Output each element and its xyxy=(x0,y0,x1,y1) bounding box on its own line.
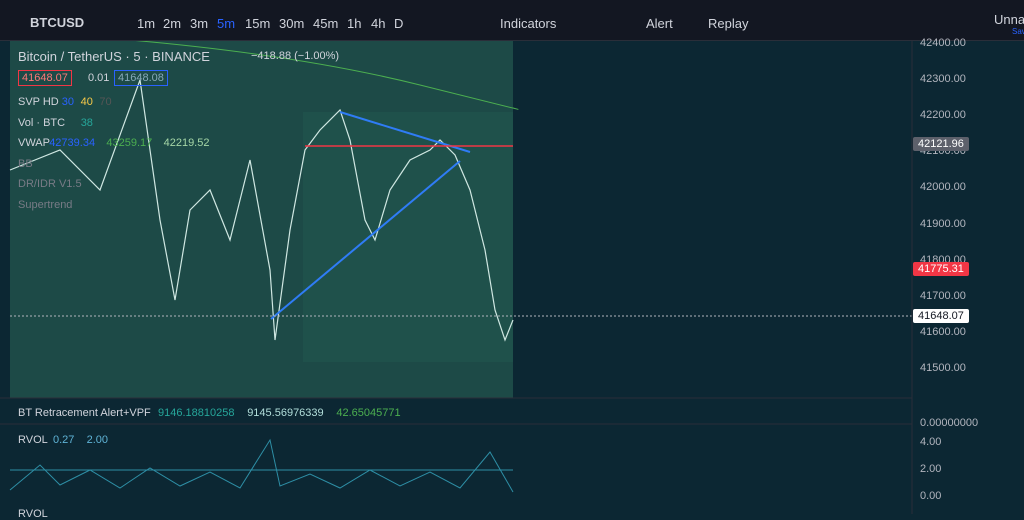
study-value: 30 xyxy=(61,96,75,108)
study-name: DR/IDR V1.5 xyxy=(18,178,82,190)
price-label: 42300.00 xyxy=(920,73,966,86)
study-value: 42219.52 xyxy=(163,137,210,149)
pane2-value: 9145.56976339 xyxy=(247,407,324,419)
timeframe[interactable]: 3m xyxy=(190,16,209,31)
price-series xyxy=(9,79,514,342)
legend-title: Bitcoin / TetherUS · 5 · BINANCE xyxy=(18,49,210,64)
rvol-axis-label: 2.00 xyxy=(920,463,942,475)
price-label: 41600.00 xyxy=(920,325,966,338)
profile-area xyxy=(303,112,513,362)
timeframe[interactable]: D xyxy=(394,16,404,31)
timeframe[interactable]: 2m xyxy=(163,16,182,31)
pane4-name: RVOL xyxy=(18,508,48,520)
pane2-axis: 0.00000000 xyxy=(920,417,979,429)
study-name: VWAP xyxy=(18,137,50,149)
timeframe[interactable]: 1h xyxy=(347,16,362,31)
pane3-value: 2.00 xyxy=(86,434,109,446)
price-label: 42400.00 xyxy=(920,37,966,49)
price-label: 41700.00 xyxy=(920,289,966,302)
pane3-name: RVOL xyxy=(18,434,48,446)
rvol-axis-label: 0.00 xyxy=(920,490,942,502)
indicators-button[interactable]: Indicators xyxy=(500,16,557,31)
timeframe[interactable]: 5m xyxy=(217,16,236,31)
spread: 0.01 xyxy=(88,72,110,84)
bid[interactable]: 41648.07 xyxy=(18,70,72,86)
study-name: Supertrend xyxy=(18,198,73,211)
study-name: Vol · BTC xyxy=(18,116,66,129)
trend-line xyxy=(270,160,461,320)
study-value: 40 xyxy=(80,96,93,108)
pane2-value: 42.65045771 xyxy=(336,407,401,419)
toolbar: BTCUSD 1m 2m 3m 5m 15m 30m 45m 1h 4h D Indicators… xyxy=(0,0,1024,41)
marker-last: 41648.07 xyxy=(913,309,969,323)
rvol-axis-label: 4.00 xyxy=(920,436,942,448)
timeframe[interactable]: 4h xyxy=(371,16,386,31)
study-value: 38 xyxy=(80,116,93,129)
price-label: 42200.00 xyxy=(920,109,966,122)
price-label: 42000.00 xyxy=(920,181,966,194)
study-name: BB xyxy=(18,157,33,170)
study-value: 43259.17 xyxy=(106,137,153,149)
study-value: 70 xyxy=(99,96,112,108)
study-value: 42739.34 xyxy=(49,137,96,149)
price-label: 41500.00 xyxy=(920,361,966,374)
chart-canvas xyxy=(0,40,913,514)
rvol-series xyxy=(9,438,514,493)
pane3-value: 0.27 xyxy=(53,434,75,446)
timeframe[interactable]: 45m xyxy=(313,16,339,31)
save-status: Sav xyxy=(1012,27,1024,36)
price-label: 41900.00 xyxy=(920,217,966,230)
legend-change: −418.88 (−1.00%) xyxy=(251,50,340,62)
study-name: SVP HD xyxy=(18,96,59,108)
symbol[interactable]: BTCUSD xyxy=(30,15,85,30)
timeframe[interactable]: 30m xyxy=(279,16,305,31)
replay-button[interactable]: Replay xyxy=(708,16,749,31)
marker-red: 41775.31 xyxy=(913,262,969,276)
timeframe[interactable]: 15m xyxy=(245,16,271,31)
pane2-value: 9146.18810258 xyxy=(158,407,235,419)
layout-name[interactable]: Unnam xyxy=(994,12,1024,27)
alert-button[interactable]: Alert xyxy=(646,16,673,31)
vwap-band xyxy=(129,40,519,110)
pane2-name: BT Retracement Alert+VPF xyxy=(18,407,151,419)
timeframe[interactable]: 1m xyxy=(137,16,156,31)
marker-high: 42121.96 xyxy=(913,137,969,151)
ask[interactable]: 41648.08 xyxy=(114,70,168,86)
